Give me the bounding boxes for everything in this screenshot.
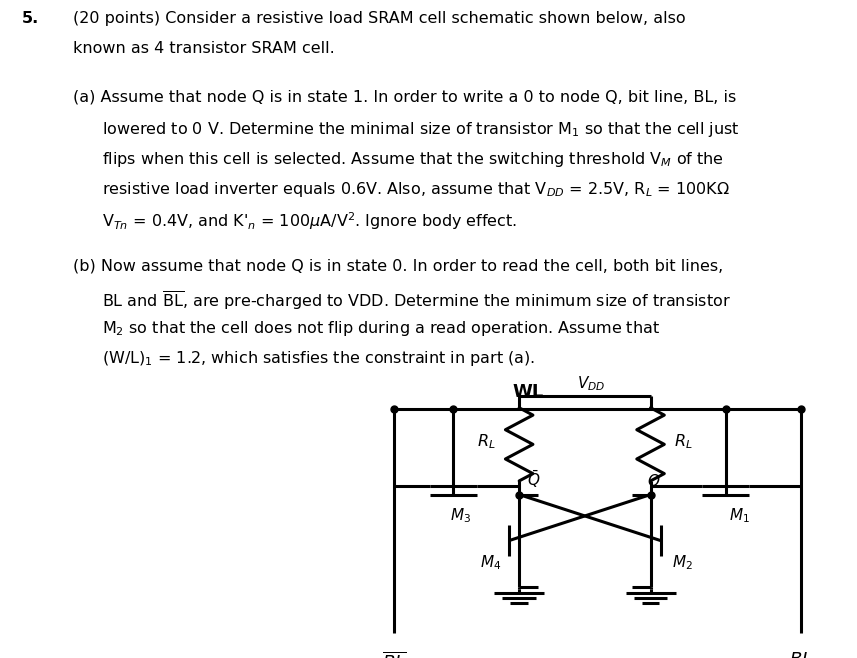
- Text: $R_L$: $R_L$: [674, 432, 693, 451]
- Text: resistive load inverter equals 0.6V. Also, assume that V$_{DD}$ = 2.5V, R$_L$ = : resistive load inverter equals 0.6V. Als…: [102, 180, 730, 199]
- Text: (b) Now assume that node Q is in state 0. In order to read the cell, both bit li: (b) Now assume that node Q is in state 0…: [73, 259, 723, 274]
- Text: $R_L$: $R_L$: [476, 432, 495, 451]
- Text: WL: WL: [512, 383, 544, 401]
- Text: (20 points) Consider a resistive load SRAM cell schematic shown below, also: (20 points) Consider a resistive load SR…: [73, 11, 686, 26]
- Text: $M_2$: $M_2$: [673, 553, 693, 572]
- Text: (W/L)$_1$ = 1.2, which satisfies the constraint in part (a).: (W/L)$_1$ = 1.2, which satisfies the con…: [102, 349, 535, 368]
- Text: 5.: 5.: [21, 11, 39, 26]
- Text: $M_1$: $M_1$: [728, 506, 750, 525]
- Text: known as 4 transistor SRAM cell.: known as 4 transistor SRAM cell.: [73, 41, 334, 57]
- Text: $V_{DD}$: $V_{DD}$: [577, 374, 605, 393]
- Text: M$_2$ so that the cell does not flip during a read operation. Assume that: M$_2$ so that the cell does not flip dur…: [102, 319, 660, 338]
- Text: $Q$: $Q$: [647, 472, 661, 490]
- Text: $M_3$: $M_3$: [451, 506, 471, 525]
- Text: BL and $\overline{\rm BL}$, are pre-charged to VDD. Determine the minimum size o: BL and $\overline{\rm BL}$, are pre-char…: [102, 289, 731, 312]
- Text: (a) Assume that node Q is in state 1. In order to write a 0 to node Q, bit line,: (a) Assume that node Q is in state 1. In…: [73, 89, 736, 105]
- Text: $\overline{BL}$: $\overline{BL}$: [382, 651, 406, 658]
- Text: $M_4$: $M_4$: [481, 553, 501, 572]
- Text: $BL$: $BL$: [789, 651, 812, 658]
- Text: flips when this cell is selected. Assume that the switching threshold V$_M$ of t: flips when this cell is selected. Assume…: [102, 150, 724, 169]
- Text: V$_{Tn}$ = 0.4V, and K'$_n$ = 100$\mu$A/V$^2$. Ignore body effect.: V$_{Tn}$ = 0.4V, and K'$_n$ = 100$\mu$A/…: [102, 211, 518, 232]
- Text: lowered to 0 V. Determine the minimal size of transistor M$_1$ so that the cell : lowered to 0 V. Determine the minimal si…: [102, 120, 740, 139]
- Text: $\bar{Q}$: $\bar{Q}$: [527, 468, 540, 490]
